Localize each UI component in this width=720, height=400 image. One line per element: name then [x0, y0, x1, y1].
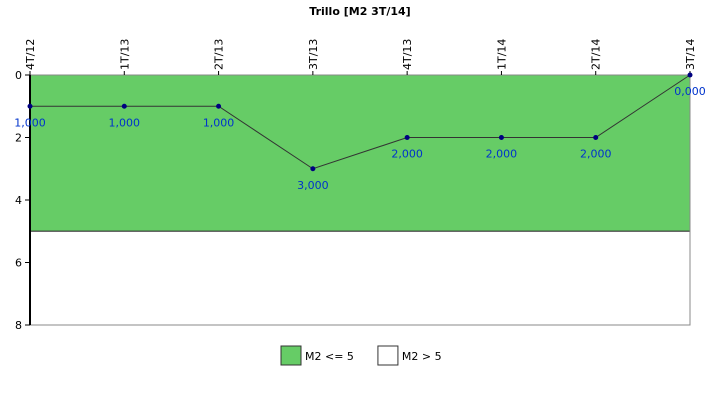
- chart-title: Trillo [M2 3T/14]: [309, 5, 410, 18]
- point: [687, 72, 693, 78]
- value-label: 2,000: [486, 148, 518, 161]
- point: [498, 135, 504, 140]
- point: [216, 103, 222, 109]
- value-label: 1,000: [203, 116, 235, 129]
- value-label: 1,000: [109, 116, 141, 129]
- x-tick-label: 3T/13: [307, 39, 320, 70]
- x-tick-label: 3T/14: [684, 39, 697, 70]
- point: [27, 103, 33, 109]
- point: [310, 166, 316, 172]
- legend-swatch: [280, 345, 302, 366]
- value-label: 2,000: [580, 148, 612, 161]
- x-tick-label: 4T/13: [401, 39, 414, 70]
- legend-swatch: [377, 345, 399, 366]
- point: [593, 135, 599, 140]
- y-tick-label: 0: [15, 69, 22, 82]
- y-tick-label: 2: [15, 132, 22, 145]
- value-label: 0,000: [674, 85, 706, 98]
- x-tick-label: 2T/14: [590, 39, 603, 70]
- y-tick-label: 4: [15, 194, 22, 207]
- band: [29, 230, 691, 326]
- x-tick-label: 4T/12: [24, 39, 37, 70]
- legend-label: M2 <= 5: [305, 350, 354, 363]
- x-tick-label: 2T/13: [213, 39, 226, 70]
- legend-label: M2 > 5: [402, 350, 442, 363]
- x-tick-label: 1T/14: [495, 39, 508, 70]
- y-tick-label: 6: [15, 257, 22, 270]
- value-label: 1,000: [14, 116, 46, 129]
- value-label: 3,000: [297, 179, 329, 192]
- point: [404, 135, 410, 140]
- point: [121, 103, 127, 109]
- x-tick-label: 1T/13: [118, 39, 131, 70]
- line: [30, 74, 691, 170]
- value-label: 2,000: [391, 148, 423, 161]
- y-tick-label: 8: [15, 319, 22, 332]
